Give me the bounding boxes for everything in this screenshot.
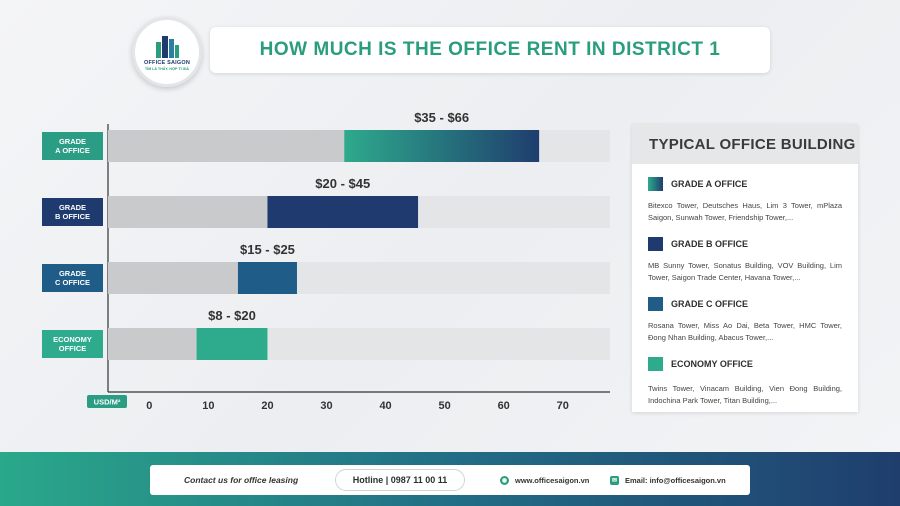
website-text: www.officesaigon.vn xyxy=(515,475,590,485)
website-link[interactable]: ◉ www.officesaigon.vn xyxy=(500,475,590,485)
panel-item-title: GRADE B OFFICE xyxy=(671,239,749,249)
category-label: C OFFICE xyxy=(55,278,90,287)
x-tick-label: 20 xyxy=(261,400,273,412)
panel-header: TYPICAL OFFICE BUILDING xyxy=(632,124,858,164)
category-label-box xyxy=(42,330,103,358)
panel-item-title: ECONOMY OFFICE xyxy=(671,359,753,369)
unit-label-box xyxy=(87,395,127,408)
panel-item-grade-a: GRADE A OFFICE Bitexco Tower, Deutsches … xyxy=(648,177,842,224)
panel-item-title: GRADE C OFFICE xyxy=(671,299,749,309)
category-label: GRADE xyxy=(59,137,86,146)
logo-text: OFFICE SAIGON xyxy=(144,59,190,66)
footer-bar: Contact us for office leasing Hotline | … xyxy=(0,452,900,506)
logo-subtext: TÌM LÀ THẤY, HỢP TÌ GIÁ xyxy=(145,66,189,71)
category-label: GRADE xyxy=(59,269,86,278)
building-logo-icon xyxy=(156,35,179,58)
panel-item-economy: ECONOMY OFFICE Twins Tower, Vinacam Buil… xyxy=(648,357,842,407)
bar-base xyxy=(108,262,238,294)
bar-range-label: $8 - $20 xyxy=(208,308,256,323)
bar-base xyxy=(108,328,197,360)
x-tick-label: 60 xyxy=(498,400,510,412)
bar-base xyxy=(108,196,268,228)
category-label-box xyxy=(42,264,103,292)
email-link[interactable]: ✉ Email: info@officesaigon.vn xyxy=(610,475,726,485)
panel-item-desc: Twins Tower, Vinacam Building, Vien Đong… xyxy=(648,384,842,405)
bar-range xyxy=(267,196,419,228)
x-tick-label: 30 xyxy=(320,400,332,412)
x-axis-unit-label: USD/M² xyxy=(94,398,121,407)
panel-item-desc: Bitexco Tower, Deutsches Haus, Lim 3 Tow… xyxy=(648,201,842,222)
category-label-box xyxy=(42,132,103,160)
x-tick-label: 40 xyxy=(379,400,391,412)
bar-range xyxy=(344,130,540,162)
bar-range xyxy=(196,328,268,360)
bar-range-label: $35 - $66 xyxy=(414,110,469,125)
panel-title: TYPICAL OFFICE BUILDING xyxy=(649,135,856,153)
email-text: Email: info@officesaigon.vn xyxy=(625,475,726,485)
mail-icon: ✉ xyxy=(610,475,619,485)
grade-a-swatch xyxy=(648,177,663,191)
grade-b-swatch xyxy=(648,237,663,251)
title-box: HOW MUCH IS THE OFFICE RENT IN DISTRICT … xyxy=(210,27,770,73)
footer-contact-box: Contact us for office leasing Hotline | … xyxy=(150,465,750,495)
category-label: ECONOMY xyxy=(53,335,92,344)
page-title: HOW MUCH IS THE OFFICE RENT IN DISTRICT … xyxy=(259,39,721,60)
bar-range-label: $20 - $45 xyxy=(315,176,370,191)
category-label: GRADE xyxy=(59,203,86,212)
panel-item-grade-c: GRADE C OFFICE Rosana Tower, Miss Ao Dai… xyxy=(648,297,842,344)
grade-c-swatch xyxy=(648,297,663,311)
logo: OFFICE SAIGON TÌM LÀ THẤY, HỢP TÌ GIÁ xyxy=(132,17,202,87)
category-label-box xyxy=(42,198,103,226)
bar-base xyxy=(108,130,345,162)
panel-item-grade-b: GRADE B OFFICE MB Sunny Tower, Sonatus B… xyxy=(648,237,842,284)
panel-item-desc: Rosana Tower, Miss Ao Dai, Beta Tower, H… xyxy=(648,321,842,342)
category-label: OFFICE xyxy=(59,344,87,353)
x-tick-label: 0 xyxy=(146,400,152,412)
category-label: A OFFICE xyxy=(55,146,90,155)
x-tick-label: 50 xyxy=(439,400,451,412)
category-label: B OFFICE xyxy=(55,212,90,221)
bar-range xyxy=(237,262,297,294)
globe-icon: ◉ xyxy=(500,475,509,485)
typical-building-panel: TYPICAL OFFICE BUILDING GRADE A OFFICE B… xyxy=(632,124,858,412)
x-tick-label: 10 xyxy=(202,400,214,412)
contact-text: Contact us for office leasing xyxy=(184,475,299,485)
hotline-button[interactable]: Hotline | 0987 11 00 11 xyxy=(335,469,465,491)
x-tick-label: 70 xyxy=(557,400,569,412)
panel-item-title: GRADE A OFFICE xyxy=(671,179,748,189)
bar-range-label: $15 - $25 xyxy=(240,242,295,257)
panel-item-desc: MB Sunny Tower, Sonatus Building, VOV Bu… xyxy=(648,261,842,282)
economy-swatch xyxy=(648,357,663,371)
